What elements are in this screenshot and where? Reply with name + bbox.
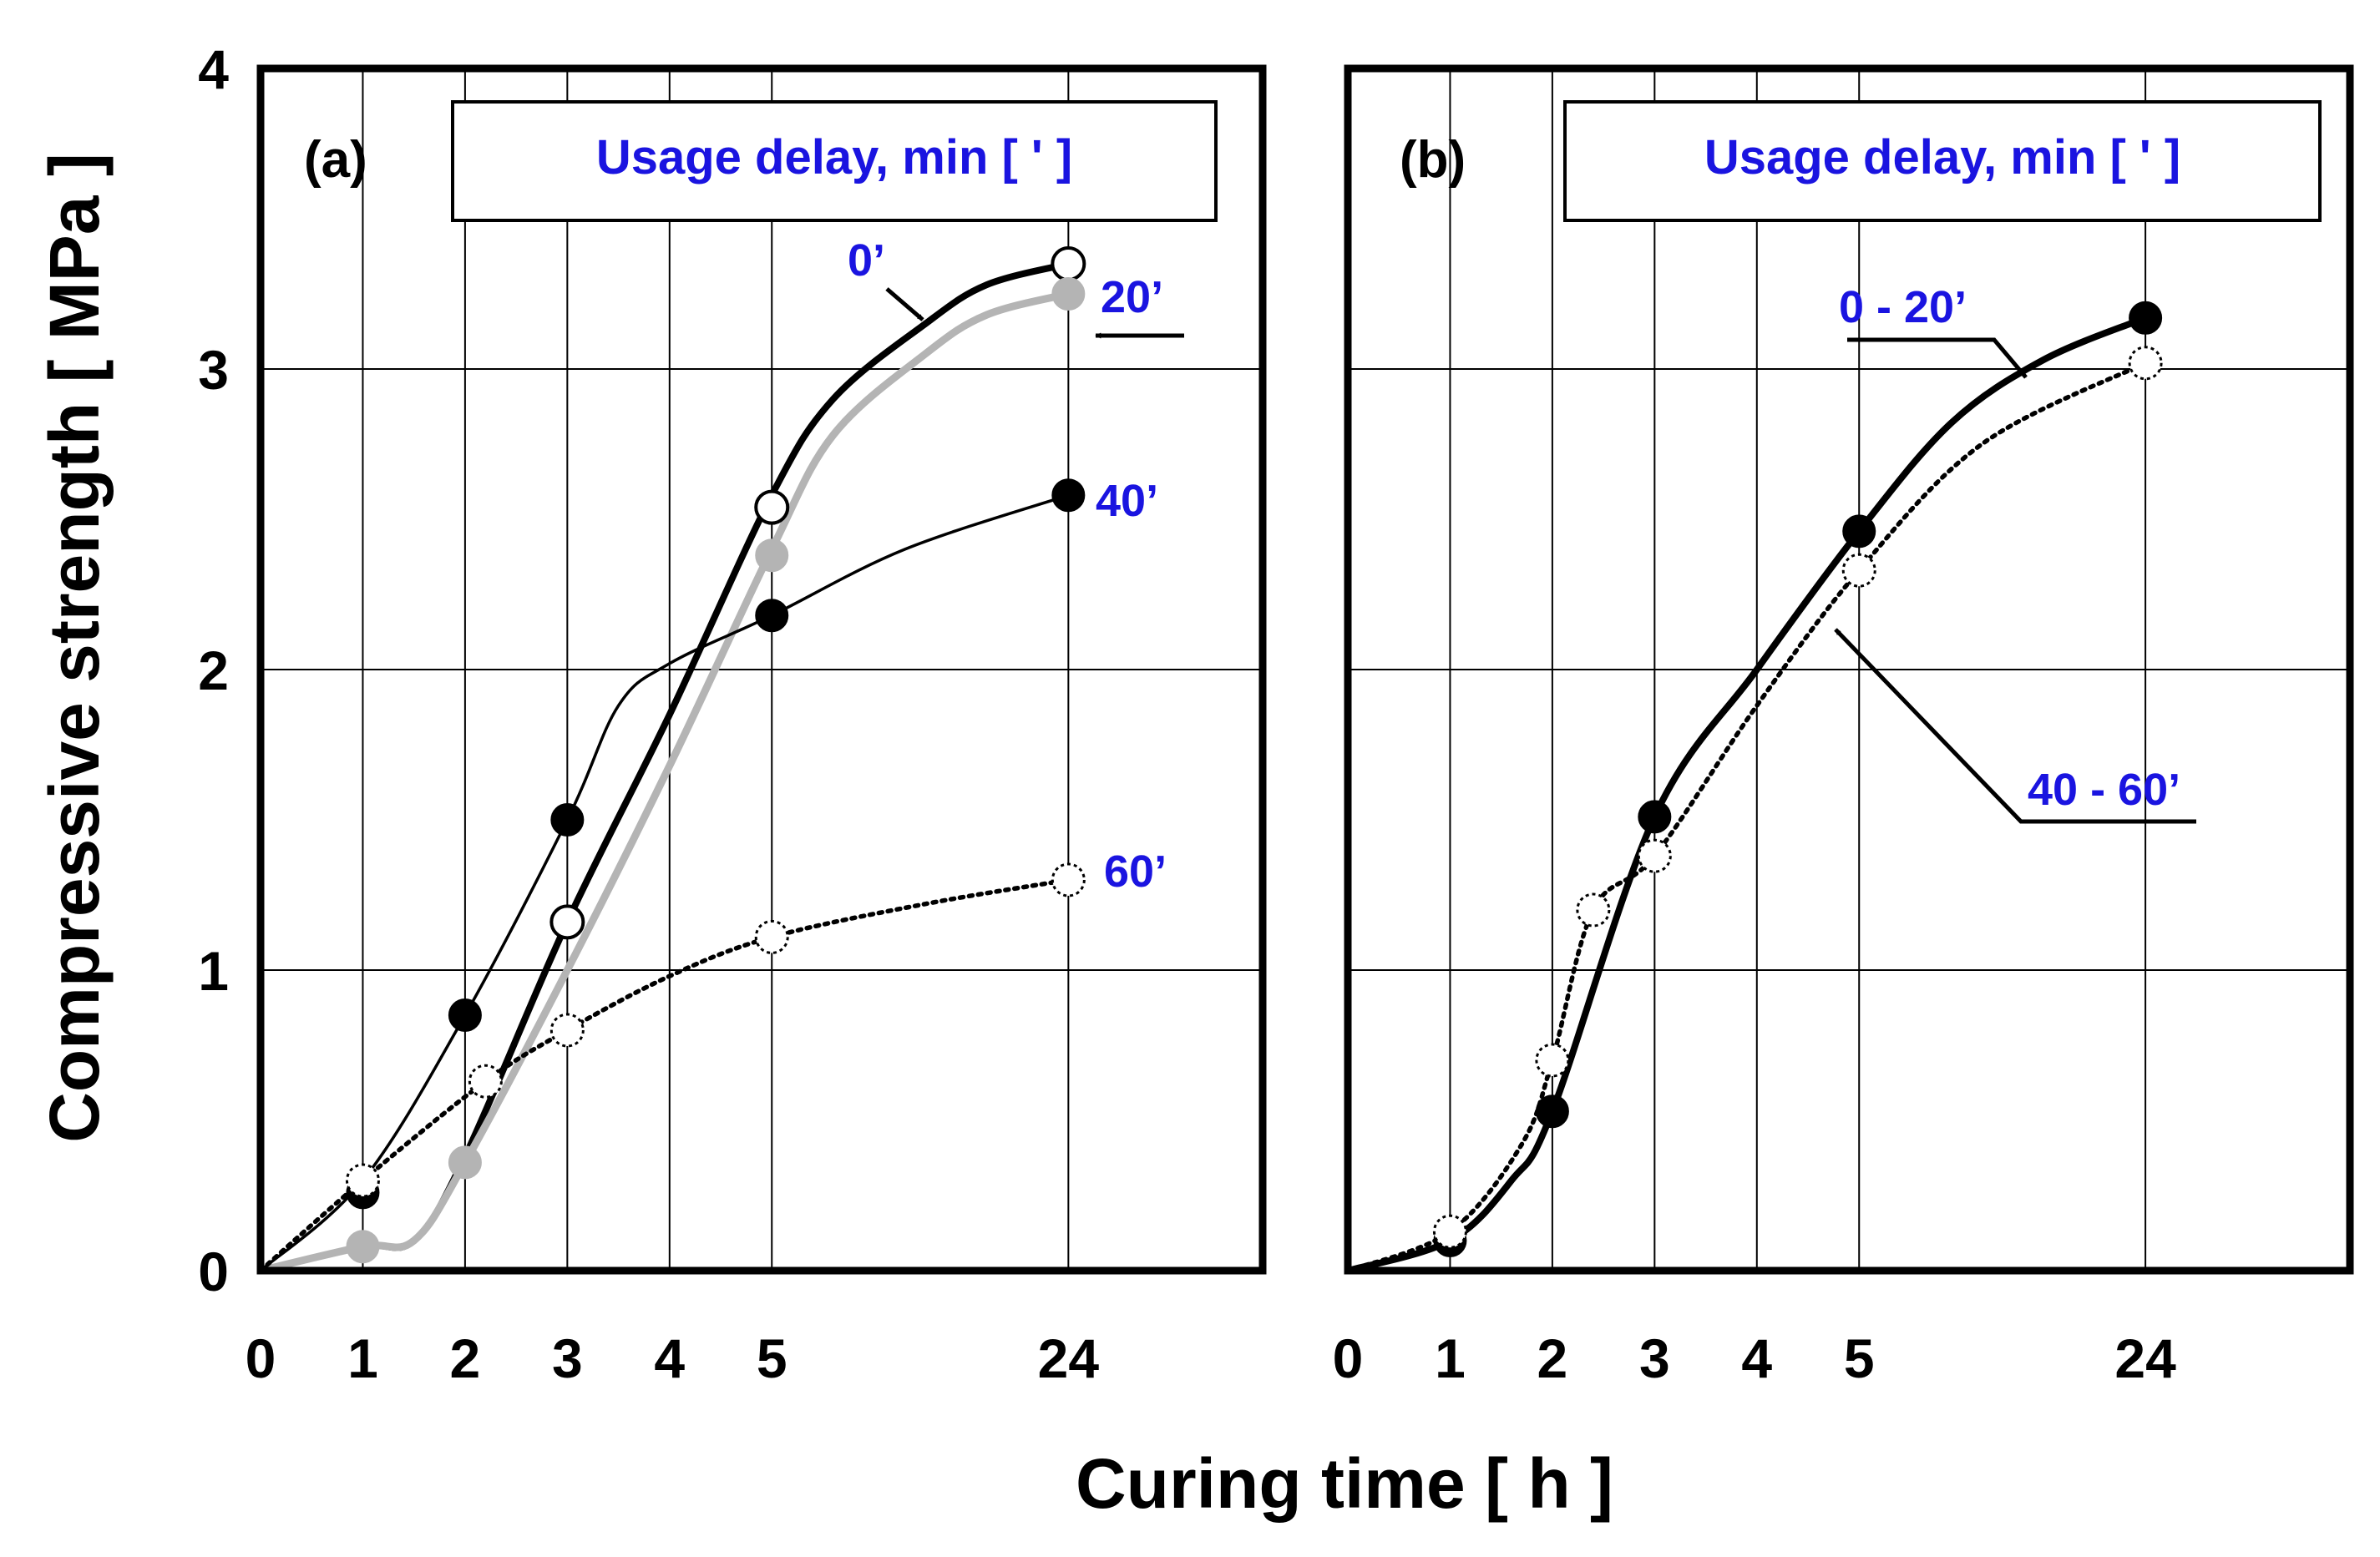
data-point <box>1535 1043 1570 1078</box>
leader-40-60 <box>1834 628 2196 824</box>
data-point <box>1841 553 1876 588</box>
legend-title-b: Usage delay, min [ ' ] <box>1704 130 2180 185</box>
ticks-b: 0 1 2 3 4 5 24 <box>1333 1327 2176 1389</box>
data-point <box>1432 1214 1467 1249</box>
data-point <box>1051 478 1086 513</box>
x-tick-label: 0 <box>246 1327 276 1389</box>
x-tick-label: 5 <box>757 1327 787 1389</box>
x-tick-label: 3 <box>552 1327 583 1389</box>
y-tick-label: 4 <box>198 38 229 100</box>
x-tick-label: 0 <box>1333 1327 1364 1389</box>
series-label-40: 40’ <box>1096 476 1158 526</box>
y-axis-label: Compressive strength [ MPa ] <box>35 153 114 1143</box>
data-point <box>468 1064 503 1099</box>
data-point <box>448 1145 482 1180</box>
x-tick-label: 2 <box>1537 1327 1568 1389</box>
legend-title-a: Usage delay, min [ ' ] <box>596 130 1072 185</box>
series-line <box>259 493 1071 1272</box>
leader-0-20 <box>1847 337 2028 379</box>
data-point <box>1051 277 1086 311</box>
panel-label-b: (b) <box>1400 131 1466 189</box>
data-point <box>2128 346 2163 381</box>
data-point <box>549 904 585 940</box>
data-point <box>754 489 790 525</box>
series-label-20: 20’ <box>1101 272 1163 322</box>
data-point <box>754 919 789 954</box>
x-tick-label: 1 <box>1435 1327 1466 1389</box>
series-label-60: 60’ <box>1104 847 1167 897</box>
data-point <box>1637 838 1672 873</box>
data-point <box>2129 301 2163 335</box>
legend-box-a <box>451 100 1218 222</box>
legend-box-b <box>1563 100 2322 222</box>
data-point <box>755 538 789 573</box>
data-point <box>1842 514 1876 548</box>
x-tick-label: 3 <box>1639 1327 1670 1389</box>
plot-frame-a <box>256 64 1267 1275</box>
x-tick-label: 1 <box>347 1327 378 1389</box>
y-tick-label: 3 <box>198 339 229 401</box>
x-tick-label: 24 <box>1038 1327 1100 1389</box>
y-tick-label: 2 <box>198 639 229 701</box>
arrow-0 <box>885 287 924 321</box>
grid-b <box>1348 68 2350 1271</box>
series-line <box>256 290 1072 1275</box>
data-point <box>1638 800 1672 834</box>
data-point <box>1535 1094 1569 1129</box>
panel-label-a: (a) <box>304 131 367 189</box>
x-tick-label: 24 <box>2114 1327 2176 1389</box>
series-line <box>1344 314 2150 1274</box>
data-point <box>755 599 789 633</box>
plot-frame-b <box>1344 64 2354 1275</box>
data-point <box>448 998 482 1032</box>
series-label-0-20: 0 - 20’ <box>1839 282 1967 332</box>
ticks-a: 0 1 2 3 4 5 24 0 1 2 3 4 <box>198 38 1099 1389</box>
data-point <box>1051 246 1086 281</box>
data-point <box>550 803 585 837</box>
panel-a-chart: 0 1 2 3 4 5 24 0 1 2 3 4 (a) Usage delay, min [ ' ]… <box>198 38 1267 1389</box>
x-tick-label: 5 <box>1844 1327 1875 1389</box>
y-tick-label: 0 <box>198 1241 229 1302</box>
data-point <box>1576 892 1611 928</box>
y-tick-label: 1 <box>198 940 229 1002</box>
x-axis-label: Curing time [ h ] <box>1076 1444 1613 1523</box>
data-point <box>549 1013 585 1048</box>
x-tick-label: 4 <box>654 1327 685 1389</box>
data-point <box>345 1163 380 1198</box>
x-tick-label: 2 <box>450 1327 481 1389</box>
data-point <box>1051 862 1086 897</box>
x-tick-label: 4 <box>1741 1327 1772 1389</box>
series-label-40-60: 40 - 60’ <box>2028 765 2180 815</box>
data-point <box>346 1230 380 1264</box>
series-label-0: 0’ <box>848 235 885 286</box>
panel-b-chart: 0 1 2 3 4 5 24 (b) Usage delay, min [ ' ] 0 - … <box>1333 64 2354 1389</box>
series-a <box>256 246 1086 1275</box>
series-b <box>1344 301 2163 1274</box>
